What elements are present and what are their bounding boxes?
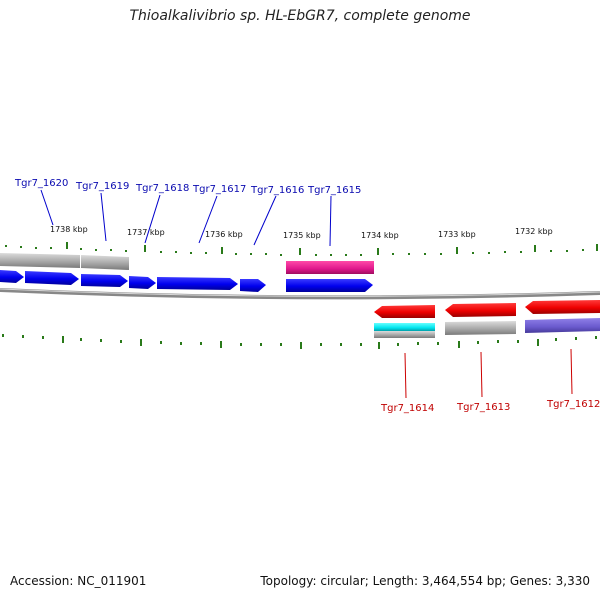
gene-label-reverse: Tgr7_1612 bbox=[546, 399, 600, 410]
forward-gray-track bbox=[0, 253, 129, 270]
forward-gene-labels: Tgr7_1620 Tgr7_1619 Tgr7_1618 Tgr7_1617 … bbox=[14, 178, 361, 247]
leader-line bbox=[480, 351, 483, 398]
gene-label-forward: Tgr7_1615 bbox=[307, 185, 361, 196]
genome-backbone-highlight bbox=[0, 288, 600, 297]
forward-cds-arrow bbox=[129, 276, 156, 289]
accession-label: Accession: NC_011901 bbox=[10, 574, 147, 588]
leader-line bbox=[570, 348, 573, 395]
gene-label-reverse: Tgr7_1614 bbox=[380, 403, 434, 414]
forward-cds-track bbox=[0, 270, 373, 292]
forward-rna-block bbox=[286, 261, 374, 274]
gene-label-forward: Tgr7_1617 bbox=[192, 184, 246, 195]
forward-cds-arrow bbox=[0, 270, 24, 283]
purple-gene-block bbox=[525, 318, 600, 333]
gray-gene-block bbox=[445, 321, 516, 335]
leader-line bbox=[198, 195, 218, 244]
reverse-cds-arrow bbox=[374, 305, 435, 318]
tick-label: 1737 kbp bbox=[127, 228, 165, 237]
tick-label: 1732 kbp bbox=[515, 227, 553, 236]
lower-tick-ring bbox=[2, 334, 597, 349]
leader-line bbox=[329, 195, 332, 247]
gene-label-forward: Tgr7_1616 bbox=[250, 185, 304, 196]
leader-line bbox=[40, 189, 54, 226]
gray-gene-block bbox=[374, 331, 435, 338]
forward-cds-arrow bbox=[286, 279, 373, 292]
forward-cds-arrow bbox=[25, 271, 79, 285]
reverse-cds-arrow bbox=[445, 303, 516, 317]
leader-line bbox=[100, 192, 107, 242]
genome-backbone bbox=[0, 288, 600, 300]
map-title: Thioalkalivibrio sp. HL-EbGR7, complete … bbox=[129, 8, 471, 24]
gene-label-forward: Tgr7_1618 bbox=[135, 183, 189, 194]
forward-cds-arrow bbox=[157, 277, 238, 290]
reverse-cds-track bbox=[374, 300, 600, 318]
leader-line bbox=[253, 195, 277, 246]
forward-cds-arrow bbox=[81, 274, 128, 287]
tick-label: 1733 kbp bbox=[438, 230, 476, 239]
tick-label: 1738 kbp bbox=[50, 225, 88, 234]
reverse-cds-arrow bbox=[525, 300, 600, 314]
gene-label-forward: Tgr7_1620 bbox=[14, 178, 68, 189]
gene-label-reverse: Tgr7_1613 bbox=[456, 402, 510, 413]
genome-summary: Topology: circular; Length: 3,464,554 bp… bbox=[260, 574, 590, 588]
gray-gene-block bbox=[0, 253, 80, 268]
gray-gene-block bbox=[81, 255, 129, 270]
tick-label: 1736 kbp bbox=[205, 230, 243, 239]
gene-label-forward: Tgr7_1619 bbox=[75, 181, 129, 192]
leader-line bbox=[144, 194, 161, 244]
tick-label: 1734 kbp bbox=[361, 231, 399, 240]
forward-cds-arrow bbox=[240, 279, 266, 292]
reverse-rna-block bbox=[374, 323, 435, 331]
reverse-gene-labels: Tgr7_1614 Tgr7_1613 Tgr7_1612 bbox=[380, 348, 600, 414]
tick-label: 1735 kbp bbox=[283, 231, 321, 240]
leader-line bbox=[404, 352, 407, 399]
upper-tick-ring bbox=[5, 242, 598, 256]
